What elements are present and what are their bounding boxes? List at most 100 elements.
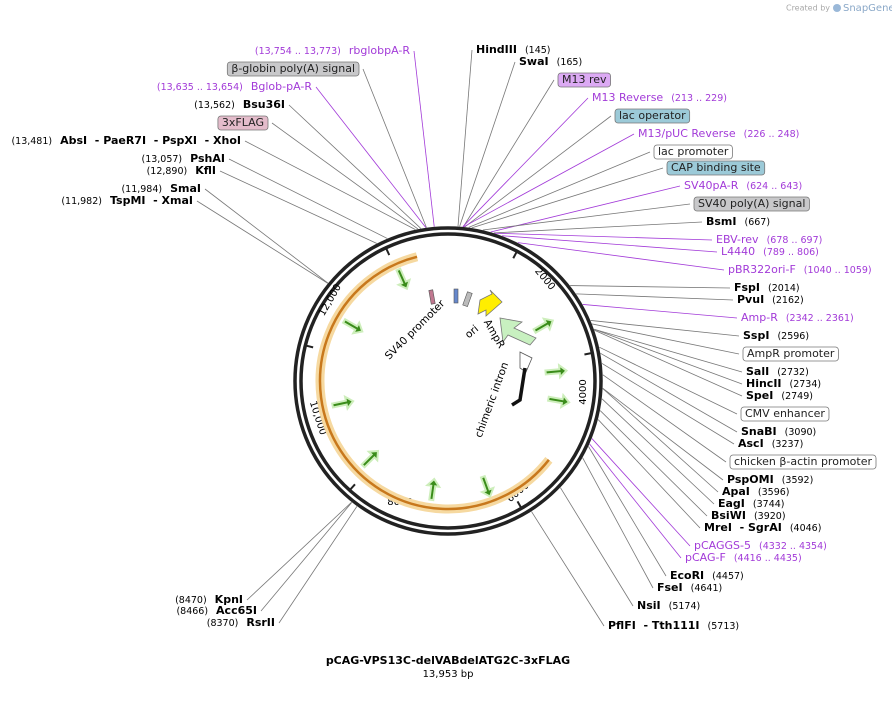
- site-position: (4641): [691, 583, 723, 594]
- tick-mark: [584, 352, 592, 356]
- site-label: EagI (3744): [718, 497, 785, 510]
- leader-line: [560, 487, 634, 607]
- orf: [318, 255, 550, 511]
- tick-mark: [512, 251, 518, 259]
- leader-line: [246, 502, 352, 601]
- site-label: SwaI (165): [519, 55, 582, 68]
- leader-line: [582, 304, 738, 319]
- enzyme-name: NsiI: [637, 599, 661, 612]
- site-position: (1040 .. 1059): [804, 265, 872, 276]
- site-label: L4440 (789 .. 806): [721, 245, 819, 258]
- feature-box: [666, 160, 766, 176]
- enzyme-name: SmaI: [170, 182, 201, 195]
- leader-line: [493, 221, 703, 234]
- leader-line: [494, 232, 713, 241]
- leader-line: [244, 140, 416, 230]
- site-position: (2014): [768, 283, 800, 294]
- leader-line: [362, 68, 427, 228]
- credit: Created by: [786, 4, 830, 13]
- site-label: MreI - SgrAI (4046): [704, 521, 821, 534]
- leader-line: [459, 61, 516, 227]
- feature-arrow: [395, 267, 412, 291]
- leader-line: [592, 323, 740, 355]
- enzyme-name: HindIII: [476, 43, 517, 56]
- feature-box: [742, 346, 839, 362]
- site-label: HincII (2734): [746, 377, 821, 390]
- site-label: SalI (2732): [746, 365, 809, 378]
- site-label: pCAGGS-5 (4332 .. 4354): [694, 539, 827, 552]
- site-position: (2749): [781, 391, 813, 402]
- backbone: [293, 226, 603, 536]
- feature-label: β-globin poly(A) signal: [231, 62, 355, 75]
- leader-line: [278, 506, 358, 624]
- site-position: (13,754 .. 13,773): [255, 46, 341, 57]
- leader-line: [600, 352, 738, 433]
- leader-line: [462, 97, 589, 227]
- site-position: (13,635 .. 13,654): [157, 82, 243, 93]
- enzyme-name: Acc65I: [216, 604, 257, 617]
- site-position: (2162): [772, 295, 804, 306]
- site-position: (4046): [790, 523, 822, 534]
- enzyme-name: BsmI: [706, 215, 737, 228]
- primer-name: L4440: [721, 245, 755, 258]
- site-label: (11,982) TspMI - XmaI: [61, 194, 193, 207]
- leader-line: [602, 388, 719, 493]
- site-position: (5713): [708, 621, 740, 632]
- primer-name: pCAGGS-5: [694, 539, 751, 552]
- site-label: NsiI (5174): [637, 599, 700, 612]
- tick-mark: [349, 483, 356, 491]
- enzyme-name: SnaBI: [741, 425, 777, 438]
- site-label: pCAG-F (4416 .. 4435): [685, 551, 802, 564]
- leader-line: [599, 410, 708, 517]
- site-label: AscI (3237): [738, 437, 803, 450]
- enzyme-name: SpeI: [746, 389, 773, 402]
- leader-line: [271, 122, 419, 230]
- site-label: EBV-rev (678 .. 697): [716, 233, 822, 246]
- site-label: (8370) RsrII: [207, 616, 275, 629]
- leader-line: [601, 398, 715, 505]
- leader-line: [531, 511, 605, 627]
- site-position: (3237): [772, 439, 804, 450]
- leader-line: [576, 293, 734, 301]
- site-position: (4457): [712, 571, 744, 582]
- intron: [511, 367, 527, 407]
- site-position: (2732): [777, 367, 809, 378]
- primer-name: EBV-rev: [716, 233, 759, 246]
- enzyme-name: PflFI - Tth111I: [608, 619, 700, 632]
- enzyme-name: EcoRI: [670, 569, 704, 582]
- leader-line: [594, 329, 743, 397]
- enzyme-name: EagI: [718, 497, 745, 510]
- tick-label: 4000: [578, 379, 589, 404]
- feature-label: SV40 poly(A) signal: [698, 197, 805, 210]
- plasmid-length: 13,953 bp: [423, 669, 474, 680]
- tick-mark: [516, 500, 522, 508]
- leader-line: [599, 346, 738, 415]
- site-position: (3090): [785, 427, 817, 438]
- primer-name: M13/pUC Reverse: [638, 127, 736, 140]
- site-label: (8466) Acc65I: [176, 604, 257, 617]
- site-position: (3592): [782, 475, 814, 486]
- enzyme-name: AbsI - PaeR7I - PspXI - XhoI: [60, 134, 241, 147]
- site-label: HindIII (145): [476, 43, 551, 56]
- small-feature: [462, 291, 473, 307]
- primer-name: Bglob-pA-R: [251, 80, 313, 93]
- enzyme-name: ApaI: [722, 485, 750, 498]
- small-feature: [453, 288, 459, 304]
- site-label: Amp-R (2342 .. 2361): [741, 311, 854, 324]
- site-position: (11,982): [61, 196, 102, 207]
- enzyme-name: SwaI: [519, 55, 549, 68]
- site-position: (145): [525, 45, 551, 56]
- enzyme-name: HincII: [746, 377, 782, 390]
- site-label: FseI (4641): [657, 581, 722, 594]
- site-label: (13,057) PshAI: [141, 152, 225, 165]
- feature-label: CAP binding site: [671, 161, 761, 174]
- site-label: SspI (2596): [743, 329, 809, 342]
- enzyme-name: KflI: [195, 164, 216, 177]
- enzyme-name: SalI: [746, 365, 769, 378]
- brand-logo: [833, 4, 841, 12]
- site-position: (789 .. 806): [763, 247, 819, 258]
- tick-mark: [385, 248, 391, 256]
- feature-box: [614, 108, 691, 124]
- feature-arrow: [341, 317, 364, 335]
